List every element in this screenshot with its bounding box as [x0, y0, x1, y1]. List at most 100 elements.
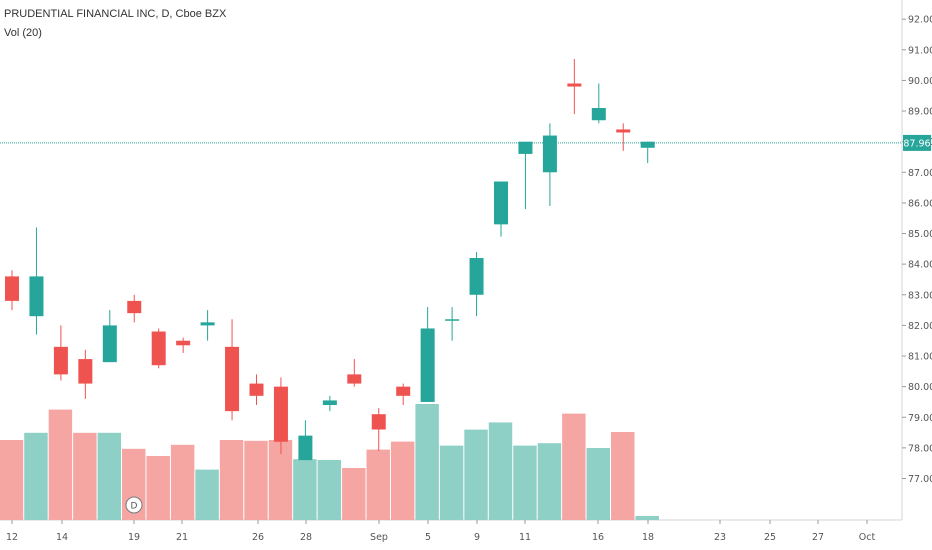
candle	[29, 227, 44, 335]
price-tick-label: 91.00	[908, 45, 932, 56]
candle-body	[322, 400, 337, 406]
volume-bar	[586, 448, 611, 520]
volume-bar	[170, 444, 195, 520]
candle-body	[591, 107, 606, 121]
candle-body	[298, 435, 313, 461]
time-tick-label: 16	[592, 532, 604, 543]
candle	[151, 328, 166, 369]
candle	[298, 420, 313, 461]
price-tick-label: 92.00	[908, 15, 932, 26]
candle-body	[29, 276, 44, 317]
time-tick-label: 25	[764, 532, 776, 543]
volume-bar	[488, 422, 513, 520]
volume-bar	[195, 469, 219, 520]
price-tick-label: 87.00	[908, 168, 932, 179]
candle-body	[53, 346, 68, 375]
price-tick-label: 81.00	[908, 352, 932, 363]
time-axis: 12 14 19 21 26 28 Sep 5 9 11 16 18 23 25 27 Oct	[0, 519, 902, 543]
overlays: 87.96 D	[0, 134, 931, 514]
candle-body	[225, 346, 240, 412]
candle-body	[347, 374, 362, 384]
volume-bar	[0, 440, 24, 520]
candle	[591, 83, 606, 124]
time-tick-label: Oct	[859, 532, 876, 543]
candle	[78, 349, 93, 399]
candle	[518, 141, 533, 210]
volume-bar	[73, 432, 97, 520]
price-tick-label: 84.00	[908, 260, 932, 271]
volume-indicator-label: Vol (20)	[4, 27, 42, 39]
candle-body	[469, 258, 484, 295]
time-tick-label: 18	[642, 532, 654, 543]
candle-body	[273, 386, 288, 442]
candle-body	[420, 328, 435, 402]
volume-bar	[513, 445, 537, 520]
price-axis: 77.00 78.00 79.00 80.00 81.00 82.00 83.00 84.00…	[901, 0, 932, 520]
price-tick-label: 78.00	[908, 443, 932, 454]
candle	[396, 383, 411, 406]
candle-body	[78, 359, 93, 384]
candle	[469, 251, 484, 317]
time-tick-label: 5	[425, 532, 431, 543]
candle	[127, 294, 142, 323]
candle-body	[102, 325, 117, 363]
volume-bar	[342, 468, 366, 520]
price-tick-label: 85.00	[908, 229, 932, 240]
candle	[494, 181, 508, 237]
volume-bar	[611, 432, 635, 520]
volume-bar	[219, 440, 244, 520]
volume-bar	[635, 516, 659, 520]
candle	[273, 377, 288, 455]
candle-body	[371, 414, 386, 430]
price-tick-label: 82.00	[908, 321, 932, 332]
time-tick-label: 28	[300, 532, 312, 543]
candle	[640, 141, 655, 164]
volume-bar	[537, 443, 562, 520]
candle-body	[494, 181, 508, 225]
price-tick-label: 80.00	[908, 382, 932, 393]
candle-body	[176, 340, 191, 346]
candle	[371, 408, 386, 451]
candle-body	[396, 386, 411, 396]
last-price-label: 87.96	[903, 138, 930, 149]
candle	[102, 310, 117, 363]
candle	[225, 319, 240, 421]
volume-bar	[24, 432, 48, 520]
dividend-label: D	[131, 502, 138, 512]
last-price-badge	[903, 134, 931, 151]
price-tick-label: 86.00	[908, 198, 932, 209]
time-tick-label: 11	[519, 532, 531, 543]
candle	[445, 307, 460, 341]
chart-title: PRUDENTIAL FINANCIAL INC, D, Cboe BZX	[4, 8, 227, 20]
volume-bar	[464, 429, 488, 520]
candle	[616, 123, 631, 151]
candle-body	[5, 276, 19, 301]
time-tick-label: 14	[56, 532, 68, 543]
candle	[322, 395, 337, 412]
candle	[5, 270, 19, 311]
candle-body	[616, 129, 631, 133]
candle	[567, 58, 582, 115]
price-tick-label: 77.00	[908, 474, 932, 485]
volume-bars	[0, 404, 659, 520]
volume-bar	[48, 409, 73, 520]
volume-bar	[439, 445, 464, 520]
time-tick-label: 12	[6, 532, 18, 543]
dividend-icon[interactable]	[125, 496, 143, 514]
price-tick-label: 79.00	[908, 413, 932, 424]
time-tick-label: 27	[812, 532, 824, 543]
volume-bar	[293, 459, 317, 520]
candle-body	[542, 135, 557, 173]
volume-bar	[268, 440, 293, 520]
volume-bar	[390, 441, 415, 520]
candle-body	[518, 141, 533, 154]
candle-body	[200, 322, 215, 326]
candle	[420, 307, 435, 402]
candle-body	[249, 383, 264, 396]
volume-bar	[244, 440, 268, 520]
candle-body	[151, 331, 166, 366]
candle-body	[127, 300, 142, 314]
time-tick-label: Sep	[370, 532, 388, 543]
price-tick-label: 89.00	[908, 107, 932, 118]
